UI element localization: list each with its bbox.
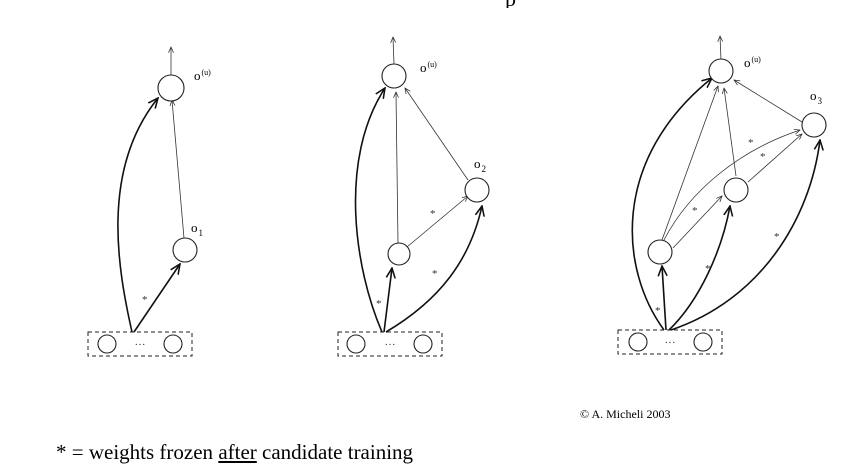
input-layer: ··· [87, 331, 193, 357]
hidden-node-2 [723, 177, 749, 203]
hidden-label-2: o2 [474, 156, 486, 174]
frozen-hidden1-to-hidden2-edge [400, 196, 468, 253]
input-node [163, 334, 183, 354]
frozen-input-to-hidden1-edge [133, 264, 180, 333]
frozen-input-to-hidden2-edge [385, 206, 482, 333]
hidden-node-2 [464, 177, 490, 203]
hidden-node-1 [172, 237, 198, 263]
input-to-output-edge [631, 78, 712, 331]
frozen-hidden1-to-hidden3-edge [663, 130, 800, 241]
frozen-hidden1-to-hidden2-edge [672, 196, 722, 249]
hidden1-to-output-edge [661, 86, 718, 241]
frozen-input-to-hidden3-edge [670, 140, 820, 331]
frozen-weight-star: * [774, 231, 780, 243]
input-node [97, 334, 117, 354]
input-ellipsis: ··· [385, 339, 396, 351]
copyright-notice: © A. Micheli 2003 [580, 407, 671, 421]
hidden-node-1 [387, 242, 411, 266]
hidden2-to-output-edge [724, 88, 737, 177]
frozen-weight-star: * [692, 205, 698, 217]
hidden-label-3: o3 [810, 88, 823, 106]
input-to-output-edge [354, 88, 385, 333]
input-node [693, 332, 713, 352]
hidden-label-1: o1 [191, 220, 203, 238]
output-node [381, 63, 407, 89]
output-label: o(u) [744, 55, 761, 70]
input-to-output-edge [117, 98, 158, 333]
cascade-correlation-diagram: ··· o(u) o1 * ··· o(u) [87, 0, 827, 357]
footnote-emphasis: after [218, 440, 257, 464]
output-arrow [393, 37, 394, 65]
frozen-weight-star: * [432, 268, 438, 280]
output-node [157, 74, 185, 102]
input-box [87, 331, 193, 357]
hidden1-to-output-edge [396, 92, 398, 245]
frozen-input-to-hidden1-edge [383, 268, 392, 333]
panel-step2: ··· o(u) o2 * * * [337, 37, 490, 357]
input-node [628, 332, 648, 352]
frozen-weight-star: * [376, 298, 382, 310]
input-node [413, 334, 433, 354]
hidden3-to-output-edge [734, 80, 803, 123]
frozen-weight-star: * [705, 263, 711, 275]
hidden-node-1 [647, 239, 673, 265]
frozen-weight-star: * [430, 208, 436, 220]
panel-step1: ··· o(u) o1 * [87, 47, 211, 357]
panel-step3: ··· o(u) o3 * * * * * * [617, 36, 827, 355]
output-node [708, 58, 734, 84]
footnote: * = weights frozen after candidate train… [56, 440, 413, 465]
frozen-weight-star: * [655, 305, 661, 317]
footnote-suffix: candidate training [256, 440, 414, 464]
input-ellipsis: ··· [665, 337, 676, 349]
frozen-input-to-hidden1-edge [662, 266, 666, 331]
frozen-weight-star: * [760, 151, 766, 163]
hidden2-to-output-edge [405, 88, 469, 181]
frozen-hidden2-to-hidden3-edge [747, 134, 802, 183]
input-node [346, 334, 366, 354]
frozen-input-to-hidden2-edge [668, 206, 730, 331]
output-label: o(u) [420, 60, 437, 75]
input-box [337, 331, 443, 357]
input-layer: ··· [617, 329, 723, 355]
hidden1-to-output-edge [172, 100, 185, 239]
output-arrow [720, 36, 721, 61]
input-ellipsis: ··· [135, 339, 146, 351]
hidden-node-3 [801, 112, 827, 138]
footnote-prefix: * = weights frozen [56, 440, 219, 464]
input-layer: ··· [337, 331, 443, 357]
frozen-weight-star: * [748, 137, 754, 149]
frozen-weight-star: * [142, 294, 148, 306]
cropped-title-fragment: p [505, 0, 527, 8]
output-label: o(u) [194, 68, 211, 83]
